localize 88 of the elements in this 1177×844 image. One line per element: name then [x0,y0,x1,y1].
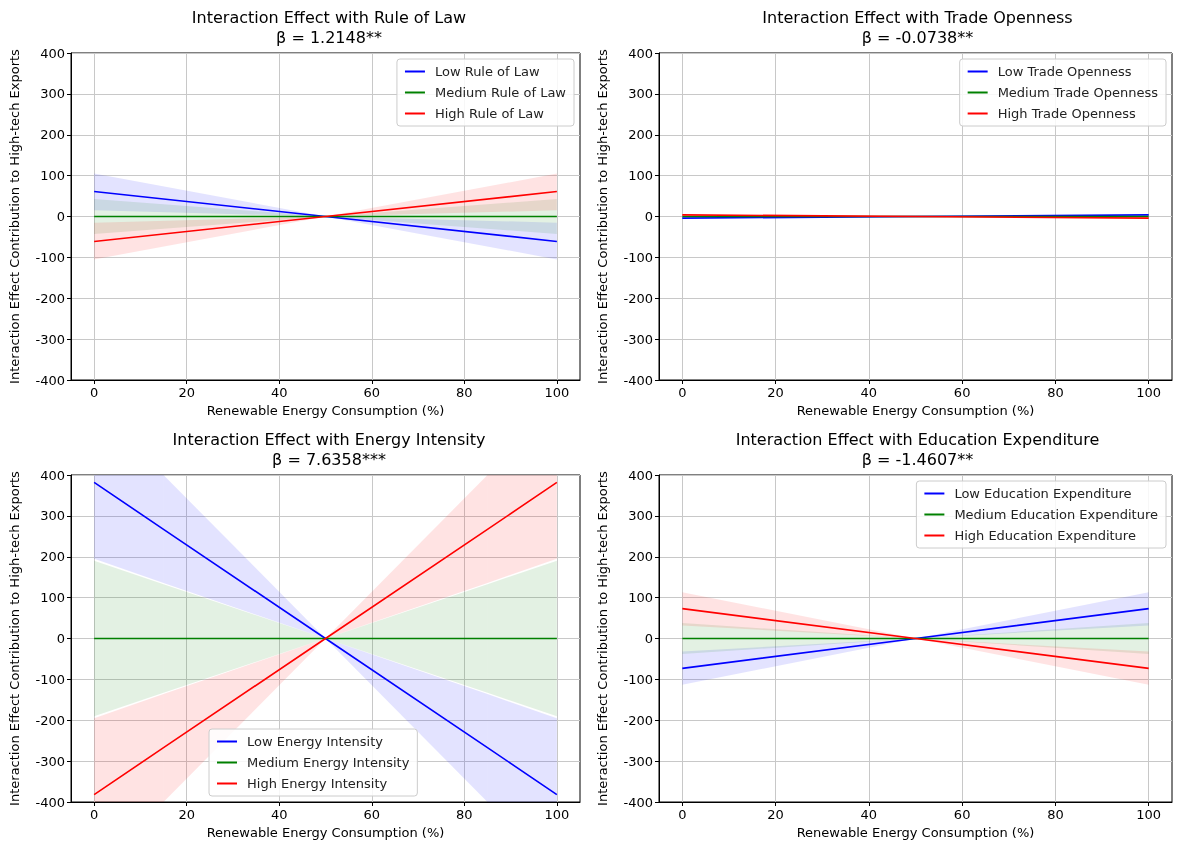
y-tick-label: 100 [628,168,653,184]
y-axis-title: Interaction Effect Contribution to High-tech Exports [595,470,610,806]
y-tick-label: -300 [623,331,653,347]
chart-title: Interaction Effect with Trade Openness [762,7,1073,27]
x-tick-label: 40 [860,385,878,400]
x-tick-label: 0 [90,385,99,400]
legend-label: Medium Rule of Law [434,85,567,100]
y-tick-label: 200 [40,127,65,143]
chart-subtitle: β = 1.2148** [276,27,382,47]
legend-label: Medium Education Expenditure [954,507,1158,522]
chart-subtitle: β = -0.0738** [861,27,974,47]
y-tick-label: 300 [40,508,65,524]
x-tick-label: 60 [363,385,381,400]
chart-title: Interaction Effect with Energy Intensity [172,429,486,449]
x-tick-label: 0 [678,807,687,822]
chart-subtitle: β = -1.4607** [861,449,974,469]
y-tick-label: -200 [623,290,653,306]
x-tick-label: 40 [270,807,288,822]
y-tick-label: -300 [35,331,65,347]
x-tick-label: 80 [1047,385,1064,400]
legend-label: Low Energy Intensity [247,734,384,749]
y-tick-label: -400 [35,372,65,388]
x-tick-label: 80 [456,385,473,400]
x-tick-label: 60 [953,385,971,400]
legend-label: High Trade Openness [997,106,1137,121]
x-axis-title: Renewable Energy Consumption (%) [206,402,445,418]
x-axis-title: Renewable Energy Consumption (%) [796,402,1035,418]
legend-label: Low Rule of Law [434,64,540,79]
x-tick-label: 0 [678,385,687,400]
y-tick-label: 0 [56,631,65,646]
y-tick-label: 400 [628,467,653,483]
y-tick-label: -100 [35,249,65,265]
legend-label: High Energy Intensity [247,776,388,791]
x-tick-label: 80 [456,807,473,822]
y-tick-label: -400 [623,794,653,810]
x-tick-label: 100 [544,807,570,822]
x-tick-label: 40 [270,385,288,400]
x-tick-label: 60 [363,807,381,822]
x-tick-label: 80 [1047,807,1064,822]
y-tick-label: 100 [628,590,653,606]
x-axis-title: Renewable Energy Consumption (%) [206,824,445,840]
y-tick-label: 300 [40,86,65,102]
y-tick-label: -200 [35,290,65,306]
legend-label: High Education Expenditure [954,528,1136,543]
y-tick-label: -400 [35,794,65,810]
y-tick-label: 400 [628,45,653,61]
y-tick-label: -200 [623,712,653,728]
y-tick-label: 0 [644,631,653,646]
y-tick-label: 200 [628,549,653,565]
x-axis-title: Renewable Energy Consumption (%) [796,824,1035,840]
x-tick-label: 60 [953,807,971,822]
legend-label: Low Trade Openness [997,64,1132,79]
x-tick-label: 0 [90,807,99,822]
chart-subtitle: β = 7.6358*** [272,449,386,469]
y-tick-label: 400 [40,45,65,61]
y-axis-title: Interaction Effect Contribution to High-tech Exports [595,48,610,384]
y-tick-label: 100 [40,590,65,606]
legend-label: High Rule of Law [434,106,545,121]
y-tick-label: 0 [644,209,653,224]
y-tick-label: -300 [623,753,653,769]
y-tick-label: 400 [40,467,65,483]
y-tick-label: 300 [628,508,653,524]
x-tick-label: 20 [178,807,195,822]
x-tick-label: 20 [767,807,784,822]
y-tick-label: -200 [35,712,65,728]
legend-label: Medium Trade Openness [997,85,1159,100]
legend-label: Low Education Expenditure [954,486,1132,501]
y-axis-title: Interaction Effect Contribution to High-tech Exports [7,470,22,806]
y-tick-label: -100 [35,671,65,687]
x-tick-label: 100 [1136,807,1162,822]
x-tick-label: 20 [767,385,784,400]
y-axis-title: Interaction Effect Contribution to High-tech Exports [7,48,22,384]
x-tick-label: 20 [178,385,195,400]
legend-label: Medium Energy Intensity [247,755,410,770]
y-tick-label: -300 [35,753,65,769]
chart-title: Interaction Effect with Education Expenditure [735,429,1100,449]
y-tick-label: -100 [623,671,653,687]
x-tick-label: 100 [544,385,570,400]
y-tick-label: 0 [56,209,65,224]
y-tick-label: 300 [628,86,653,102]
x-tick-label: 40 [860,807,878,822]
y-tick-label: -400 [623,372,653,388]
x-tick-label: 100 [1136,385,1162,400]
y-tick-label: 100 [40,168,65,184]
y-tick-label: 200 [628,127,653,143]
y-tick-label: 200 [40,549,65,565]
y-tick-label: -100 [623,249,653,265]
chart-title: Interaction Effect with Rule of Law [191,7,467,27]
